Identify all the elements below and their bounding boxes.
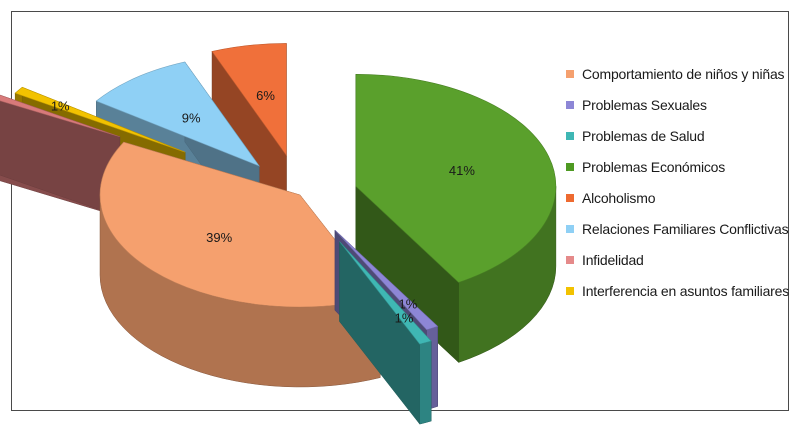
legend-swatch — [566, 225, 574, 233]
pie-slice: 1% — [339, 240, 432, 425]
data-label: 6% — [256, 88, 275, 103]
legend-label: Interferencia en asuntos familiares — [582, 283, 789, 299]
legend-swatch — [566, 163, 574, 171]
chart-legend: Comportamiento de niños y niñas Problema… — [566, 66, 790, 314]
pie-slice: 41% — [355, 74, 557, 364]
legend-label: Problemas Sexuales — [582, 97, 707, 113]
data-label: 9% — [182, 111, 201, 126]
legend-swatch — [566, 101, 574, 109]
legend-item: Infidelidad — [566, 252, 790, 269]
legend-item: Alcoholismo — [566, 190, 790, 207]
legend-label: Relaciones Familiares Conflictivas — [582, 221, 789, 237]
data-label: 1% — [395, 310, 414, 325]
legend-item: Problemas Sexuales — [566, 97, 790, 114]
legend-item: Relaciones Familiares Conflictivas — [566, 221, 790, 238]
legend-swatch — [566, 132, 574, 140]
slice-top-face — [339, 241, 432, 345]
slice-top-face — [95, 61, 261, 167]
slice-outer-wall — [419, 340, 432, 425]
legend-item: Interferencia en asuntos familiares — [566, 283, 790, 300]
slice-top-face — [99, 141, 381, 308]
data-label: 39% — [206, 230, 232, 245]
slice-top-face — [355, 74, 557, 283]
legend-label: Problemas Económicos — [582, 159, 726, 175]
slice-top-face — [14, 86, 186, 153]
legend-swatch — [566, 256, 574, 264]
legend-item: Comportamiento de niños y niñas — [566, 66, 790, 83]
legend-label: Alcoholismo — [582, 190, 656, 206]
legend-item: Problemas Económicos — [566, 159, 790, 176]
slice-top-face — [211, 43, 287, 157]
legend-swatch — [566, 287, 574, 295]
legend-swatch — [566, 194, 574, 202]
slice-top-face — [334, 230, 439, 331]
pie-chart: 6%9%1%1%41%39%1%1% — [0, 43, 557, 425]
legend-label: Problemas de Salud — [582, 128, 705, 144]
legend-label: Infidelidad — [582, 252, 644, 268]
data-label: 41% — [449, 163, 475, 178]
legend-swatch — [566, 70, 574, 78]
legend-label: Comportamiento de niños y niñas — [582, 66, 785, 82]
data-label: 1% — [399, 297, 418, 312]
legend-item: Problemas de Salud — [566, 128, 790, 145]
data-label: 1% — [51, 99, 70, 114]
